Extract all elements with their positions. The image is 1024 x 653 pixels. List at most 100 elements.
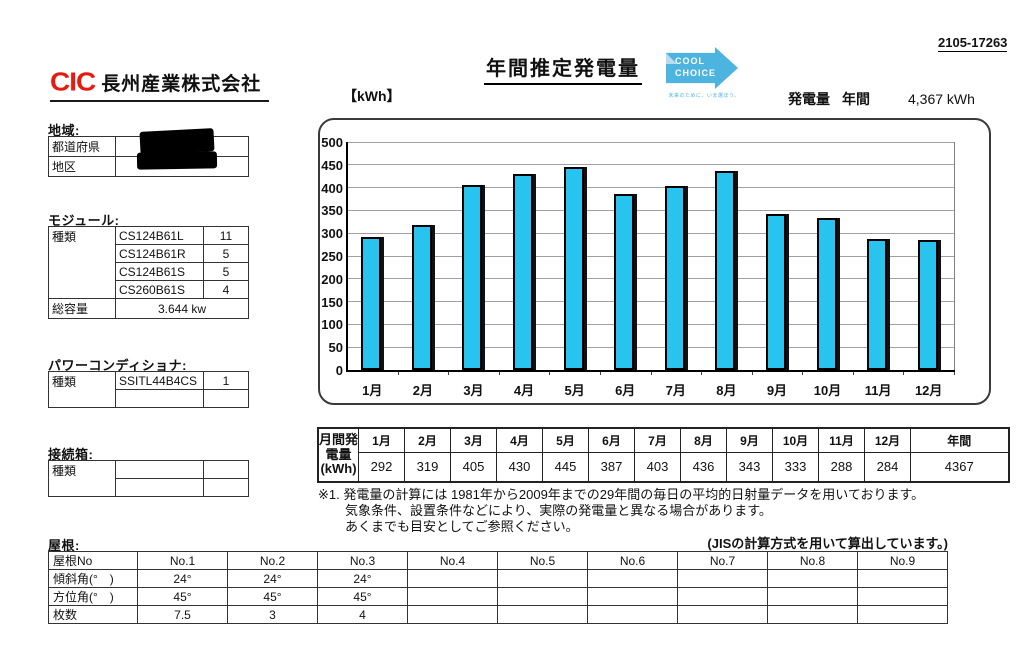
roof-column-header: No.5 bbox=[497, 551, 588, 570]
junction-model bbox=[115, 460, 204, 479]
roof-value-cell bbox=[497, 587, 588, 606]
x-axis-tick bbox=[599, 372, 601, 375]
gridline bbox=[347, 209, 954, 211]
month-header-cell: 2月 bbox=[404, 427, 452, 453]
x-axis-tick-label: 3月 bbox=[463, 383, 484, 398]
y-axis-tick-label: 250 bbox=[321, 249, 343, 264]
table-row: 種類 bbox=[48, 460, 249, 497]
pcs-model: SSITL44B4CS bbox=[115, 371, 204, 390]
annual-header-cell: 年間 bbox=[910, 427, 1010, 453]
junction-type-label: 種類 bbox=[48, 460, 116, 497]
x-axis-tick-label: 6月 bbox=[615, 383, 636, 398]
roof-value-cell: 45° bbox=[317, 587, 408, 606]
roof-no-label: 屋根No bbox=[48, 551, 138, 570]
bar bbox=[917, 240, 938, 370]
table-row bbox=[49, 389, 249, 408]
monthly-value-cell: 319 bbox=[404, 451, 452, 483]
roof-value-cell bbox=[497, 569, 588, 588]
roof-value-cell bbox=[497, 605, 588, 624]
gridline bbox=[347, 141, 954, 143]
annual-output-label: 発電量 bbox=[788, 91, 830, 107]
bar-chart: 0 50 100 150 200 250 300 350 400 450 500 1月 2月 3月 4月 5月… bbox=[318, 118, 991, 405]
bar bbox=[614, 193, 635, 370]
roof-value-cell: 24° bbox=[227, 569, 318, 588]
gridline bbox=[347, 164, 954, 166]
footnote-line: ※1. 発電量の計算には 1981年から2009年までの29年間の毎日の平均的日… bbox=[318, 487, 925, 502]
x-axis-tick bbox=[852, 372, 854, 375]
pcs-qty: 1 bbox=[203, 371, 249, 390]
table-row: CS124B61R 5 bbox=[49, 244, 249, 263]
junction-qty bbox=[203, 478, 249, 497]
module-qty: 5 bbox=[203, 244, 249, 263]
redacted-value bbox=[136, 151, 218, 170]
table-row: 方位角(° ) 45° 45° 45° bbox=[48, 587, 948, 606]
monthly-output-table: 月間発 電量 (kWh) 1月 2月 3月 4月 5月 6月 7月 8月 9月 10月 11月 12月 年間 2… bbox=[317, 427, 1010, 483]
region-row-label: 都道府県 bbox=[48, 136, 116, 157]
monthly-value-cell: 387 bbox=[588, 451, 636, 483]
junction-qty bbox=[203, 460, 249, 479]
plot-right-border bbox=[954, 142, 955, 370]
roof-value-cell: 7.5 bbox=[137, 605, 228, 624]
company-name: 長州産業株式会社 bbox=[101, 73, 262, 95]
monthly-value-cell: 284 bbox=[864, 451, 912, 483]
footnote-line: あくまでも目安としてご参照ください。 bbox=[345, 519, 579, 534]
bar bbox=[816, 218, 837, 370]
bar bbox=[462, 185, 483, 370]
bar bbox=[361, 236, 382, 370]
bar bbox=[867, 238, 888, 370]
gridline bbox=[347, 187, 954, 189]
module-qty: 4 bbox=[203, 280, 249, 299]
cic-logo-icon: CIC bbox=[50, 67, 96, 96]
x-axis-tick-label: 7月 bbox=[665, 383, 686, 398]
module-table: 種類 CS124B61L 11 CS124B61R 5 CS124B61S 5 … bbox=[48, 226, 249, 319]
roof-value-cell bbox=[857, 569, 948, 588]
roof-row-label: 傾斜角(° ) bbox=[48, 569, 138, 588]
fold-corner-icon bbox=[666, 53, 677, 64]
module-qty: 11 bbox=[203, 226, 249, 245]
table-row: 枚数 7.5 3 4 bbox=[48, 605, 948, 624]
region-row-label: 地区 bbox=[48, 156, 116, 177]
x-axis-tick-label: 11月 bbox=[864, 383, 892, 398]
junction-box-table: 種類 bbox=[48, 460, 249, 497]
module-capacity-value: 3.644 kw bbox=[115, 298, 249, 319]
month-header-cell: 3月 bbox=[450, 427, 498, 453]
gridline bbox=[347, 301, 954, 303]
y-axis-tick-label: 300 bbox=[321, 226, 343, 242]
roof-value-cell bbox=[407, 587, 498, 606]
roof-column-header: No.6 bbox=[587, 551, 678, 570]
month-header-cell: 1月 bbox=[358, 427, 406, 453]
roof-column-header: No.2 bbox=[227, 551, 318, 570]
roof-value-cell bbox=[857, 587, 948, 606]
bar bbox=[664, 186, 685, 370]
monthly-value-cell: 436 bbox=[680, 451, 728, 483]
x-axis-tick bbox=[549, 372, 551, 375]
month-header-cell: 4月 bbox=[496, 427, 544, 453]
annual-output: 発電量 年間 4,367 kWh bbox=[788, 89, 975, 109]
roof-section-title: 屋根: bbox=[48, 538, 80, 553]
roof-column-header: No.3 bbox=[317, 551, 408, 570]
jis-calculation-note: (JISの計算方式を用いて算出しています。) bbox=[707, 536, 948, 551]
cool-choice-arrow-icon: COOL CHOICE bbox=[666, 47, 738, 89]
cool-choice-text: COOL CHOICE bbox=[675, 56, 717, 79]
roof-value-cell: 3 bbox=[227, 605, 318, 624]
module-type-label: 種類 bbox=[48, 226, 116, 299]
module-model: CS124B61L bbox=[115, 226, 204, 245]
x-axis-tick bbox=[954, 372, 955, 375]
module-section-title: モジュール: bbox=[48, 213, 120, 228]
month-header-cell: 12月 bbox=[864, 427, 912, 453]
month-header-cell: 9月 bbox=[726, 427, 774, 453]
y-axis-tick-label: 100 bbox=[321, 317, 343, 333]
annual-output-value: 4,367 kWh bbox=[908, 91, 975, 107]
roof-value-cell bbox=[587, 569, 678, 588]
gridline bbox=[347, 278, 954, 280]
page-title: 年間推定発電量 bbox=[484, 52, 642, 85]
month-header-cell: 11月 bbox=[818, 427, 866, 453]
annual-value-cell: 4367 bbox=[910, 451, 1010, 483]
table-row: 傾斜角(° ) 24° 24° 24° bbox=[48, 569, 948, 588]
module-capacity-label: 総容量 bbox=[48, 298, 116, 319]
pcs-section-title: パワーコンディショナ: bbox=[48, 358, 187, 373]
y-axis-tick-label: 350 bbox=[321, 203, 343, 219]
junction-box-section-title: 接続箱: bbox=[48, 447, 94, 462]
x-axis-tick-label: 8月 bbox=[716, 383, 737, 398]
